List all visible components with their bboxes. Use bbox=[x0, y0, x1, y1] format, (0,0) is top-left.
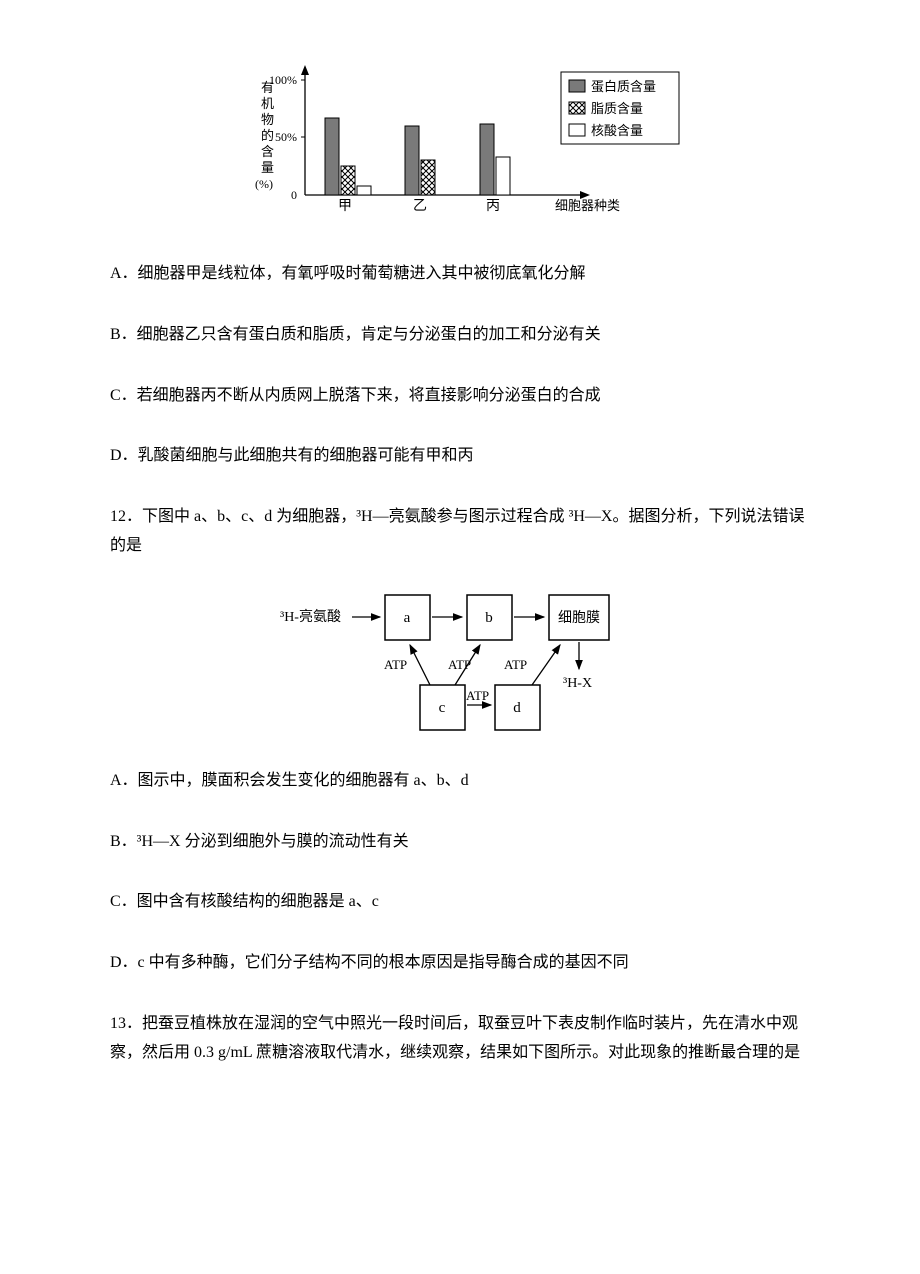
xlabel-bing: 丙 bbox=[486, 199, 500, 214]
legend-label-lipid: 脂质含量 bbox=[591, 101, 643, 116]
diagram-secretion-pathway: ³H-亮氨酸 a b 细胞膜 ³H-X c d bbox=[110, 587, 810, 737]
bar-jia-na bbox=[357, 186, 371, 195]
bar-yi-lipid bbox=[421, 160, 435, 195]
ytick-0: 0 bbox=[291, 188, 297, 202]
bar-jia-protein bbox=[325, 118, 339, 195]
q12-option-d: D．c 中有多种酶，它们分子结构不同的根本原因是指导酶合成的基因不同 bbox=[110, 949, 810, 978]
q12-option-c: C．图中含有核酸结构的细胞器是 a、c bbox=[110, 888, 810, 917]
legend-label-na: 核酸含量 bbox=[591, 123, 643, 138]
arrow-d-mem bbox=[532, 645, 560, 685]
q12-stem-pre: 12．下图中 a、b、c、d 为细胞器， bbox=[110, 508, 356, 525]
box-c-label: c bbox=[439, 700, 446, 716]
y-axis-label-1: 有 bbox=[261, 80, 274, 95]
q13-stem: 13．把蚕豆植株放在湿润的空气中照光一段时间后，取蚕豆叶下表皮制作临时装片，先在… bbox=[110, 1010, 810, 1068]
q12-stem-h1: ³H—亮氨酸参与图示过程合成 bbox=[356, 508, 568, 525]
legend-swatch-protein bbox=[569, 80, 585, 92]
q12-option-a: A．图示中，膜面积会发生变化的细胞器有 a、b、d bbox=[110, 767, 810, 796]
y-axis-label-3: 物 bbox=[261, 112, 274, 127]
y-axis-label-4: 的 bbox=[261, 128, 274, 143]
y-axis-label-5: 含 bbox=[261, 144, 274, 159]
q12-stem: 12．下图中 a、b、c、d 为细胞器，³H—亮氨酸参与图示过程合成 ³H—X。… bbox=[110, 503, 810, 561]
q12-option-b: B．³H—X 分泌到细胞外与膜的流动性有关 bbox=[110, 828, 810, 857]
q11-option-b: B．细胞器乙只含有蛋白质和脂质，肯定与分泌蛋白的加工和分泌有关 bbox=[110, 321, 810, 350]
q11-option-d: D．乳酸菌细胞与此细胞共有的细胞器可能有甲和丙 bbox=[110, 442, 810, 471]
q11-option-c: C．若细胞器丙不断从内质网上脱落下来，将直接影响分泌蛋白的合成 bbox=[110, 382, 810, 411]
diagram-svg: ³H-亮氨酸 a b 细胞膜 ³H-X c d bbox=[280, 587, 640, 737]
xlabel-yi: 乙 bbox=[413, 198, 427, 214]
y-axis-label-7: (%) bbox=[255, 177, 273, 191]
atp-label-3: ATP bbox=[466, 688, 489, 703]
atp-label-4: ATP bbox=[504, 657, 527, 672]
bar-jia-lipid bbox=[341, 166, 355, 195]
atp-label-1: ATP bbox=[384, 657, 407, 672]
y-axis-label-2: 机 bbox=[261, 96, 274, 111]
diagram-output-label: ³H-X bbox=[563, 676, 592, 691]
bar-bing-protein bbox=[480, 124, 494, 195]
bar-yi-protein bbox=[405, 126, 419, 195]
xlabel-jia: 甲 bbox=[338, 199, 352, 214]
q11-option-a: A．细胞器甲是线粒体，有氧呼吸时葡萄糖进入其中被彻底氧化分解 bbox=[110, 260, 810, 289]
ytick-50: 50% bbox=[275, 130, 297, 144]
x-axis-label: 细胞器种类 bbox=[555, 198, 620, 213]
diagram-input-label: ³H-亮氨酸 bbox=[280, 608, 341, 625]
atp-label-2: ATP bbox=[448, 657, 471, 672]
y-axis-label-6: 量 bbox=[261, 160, 274, 175]
legend-label-protein: 蛋白质含量 bbox=[591, 79, 656, 94]
box-b-label: b bbox=[485, 610, 493, 626]
box-membrane-label: 细胞膜 bbox=[558, 610, 600, 626]
box-d-label: d bbox=[513, 700, 521, 716]
bar-bing-na bbox=[496, 157, 510, 195]
arrow-c-a bbox=[410, 645, 430, 685]
legend-swatch-lipid bbox=[569, 102, 585, 114]
chart-organelle-composition: 100% 50% 0 有 机 物 的 含 量 (%) 甲 乙 丙 bbox=[110, 60, 810, 230]
box-a-label: a bbox=[404, 610, 411, 626]
chart-svg: 100% 50% 0 有 机 物 的 含 量 (%) 甲 乙 丙 bbox=[255, 60, 685, 230]
legend-swatch-na bbox=[569, 124, 585, 136]
